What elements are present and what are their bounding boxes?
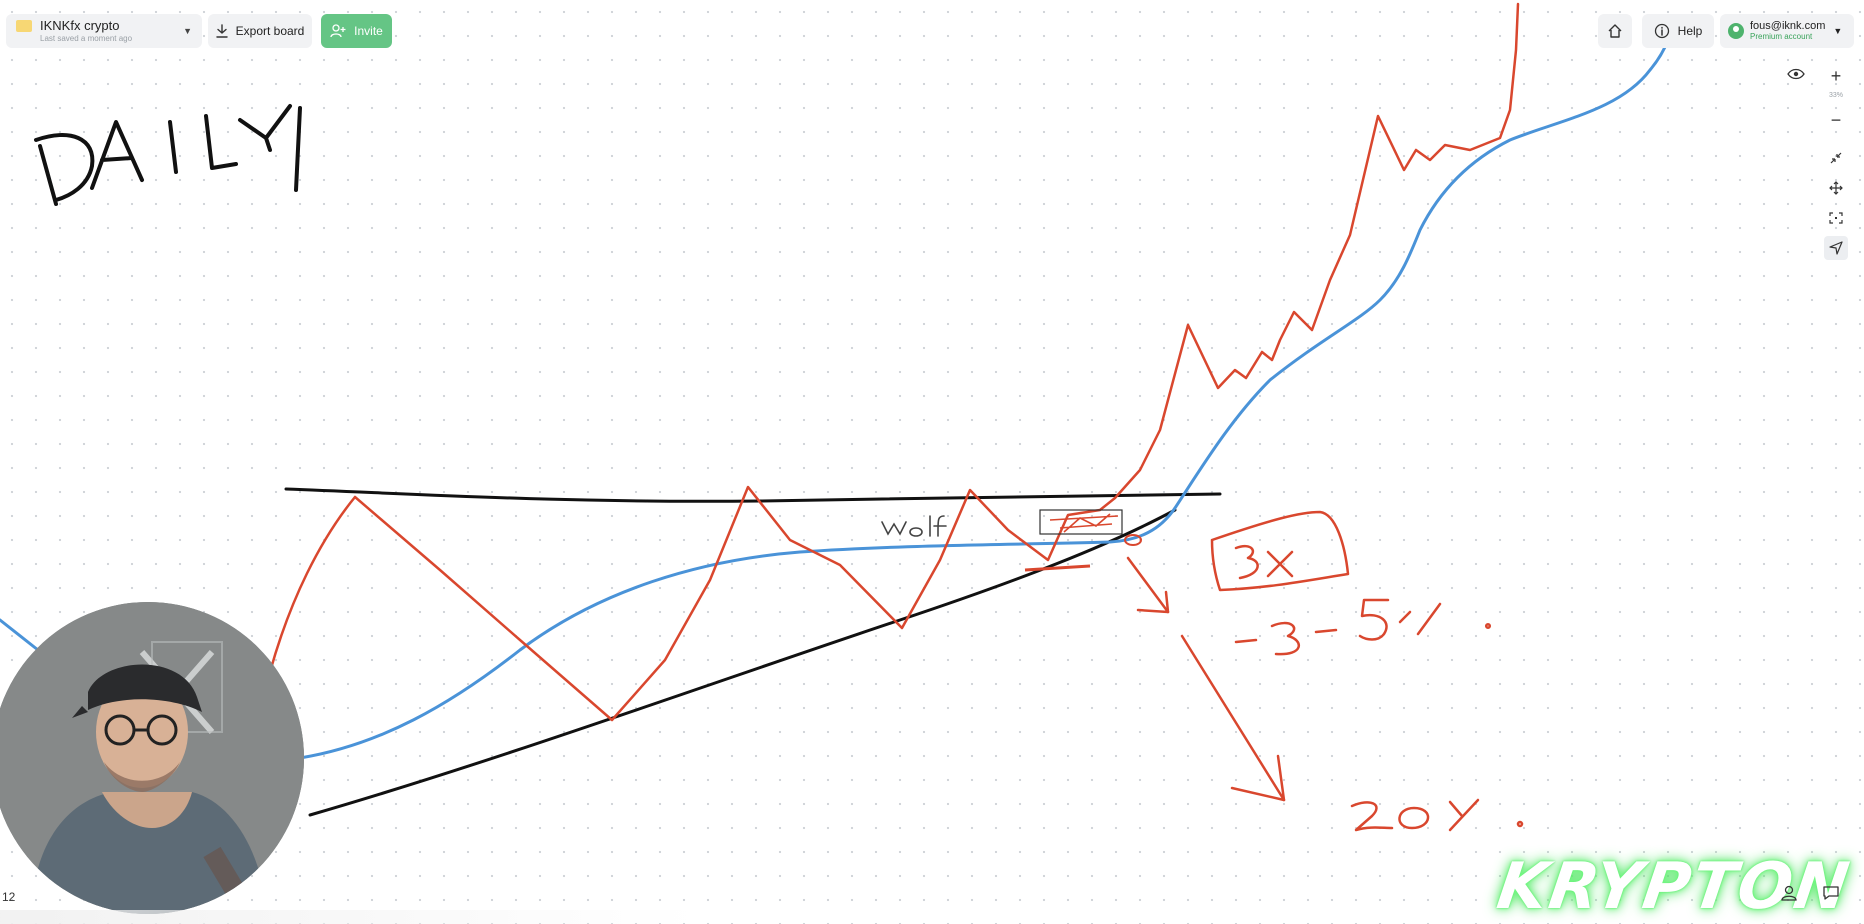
price-zigzag-line	[268, 2, 1520, 722]
arrow-short-down	[1126, 556, 1170, 614]
fit-screen-button[interactable]	[1824, 206, 1848, 230]
move-icon	[1829, 181, 1843, 195]
comment-icon	[1823, 886, 1839, 900]
eye-icon[interactable]	[1784, 64, 1808, 84]
plus-icon: +	[1830, 65, 1842, 86]
moving-average-line	[0, 38, 1670, 760]
download-icon	[215, 24, 228, 38]
board-name: IKNKfx crypto	[40, 18, 120, 33]
handwritten-percent-small	[1234, 598, 1492, 656]
handwritten-percent-large	[1350, 798, 1524, 832]
zoom-level: 33%	[1828, 92, 1843, 99]
participants-button[interactable]	[1774, 878, 1804, 908]
chevron-down-icon: ▼	[183, 26, 192, 36]
export-board-button[interactable]: Export board	[208, 14, 312, 48]
handwritten-title-daily	[34, 104, 302, 206]
add-user-icon	[330, 24, 346, 38]
help-button[interactable]: Help	[1642, 14, 1714, 48]
account-plan: Premium account	[1750, 31, 1813, 41]
chevron-down-icon: ▼	[1833, 26, 1843, 36]
comments-button[interactable]	[1816, 878, 1846, 908]
account-menu[interactable]: fous@iknk.com Premium account ▼	[1720, 14, 1854, 48]
retest-circle	[1124, 534, 1142, 546]
invite-button[interactable]: Invite	[321, 14, 392, 48]
zoom-out-button[interactable]: −	[1824, 108, 1848, 132]
webcam-overlay	[0, 602, 304, 914]
export-board-label: Export board	[235, 24, 305, 38]
invite-label: Invite	[354, 24, 383, 38]
avatar-icon	[1728, 23, 1744, 39]
collapse-icon	[1830, 152, 1842, 164]
collapse-button[interactable]	[1824, 146, 1848, 170]
minus-icon: −	[1830, 109, 1842, 130]
pointer-button[interactable]	[1824, 236, 1848, 260]
user-icon	[1781, 885, 1797, 901]
trend-line	[308, 508, 1177, 817]
home-button[interactable]	[1598, 14, 1632, 48]
folder-icon	[16, 20, 32, 32]
page-indicator: 12	[2, 890, 16, 904]
fit-screen-icon	[1829, 212, 1843, 224]
pointer-icon	[1829, 241, 1843, 255]
help-label: Help	[1677, 24, 1703, 38]
box-marks	[1049, 513, 1119, 533]
handwritten-note-wolf	[881, 515, 947, 537]
presenter-video-frame	[0, 602, 304, 914]
account-email: fous@iknk.com	[1750, 20, 1826, 33]
save-status: Last saved a moment ago	[40, 34, 133, 43]
bottom-fade	[0, 910, 700, 924]
arrow-long-down	[1180, 634, 1286, 802]
move-button[interactable]	[1824, 176, 1848, 200]
breakout-box	[1039, 509, 1123, 535]
home-icon	[1608, 24, 1622, 38]
handwritten-3x-box	[1210, 510, 1350, 592]
zoom-in-button[interactable]: +	[1824, 64, 1848, 88]
info-icon	[1654, 23, 1669, 39]
stop-dash	[1024, 564, 1091, 572]
board-selector[interactable]: IKNKfx crypto Last saved a moment ago ▼	[6, 14, 202, 48]
